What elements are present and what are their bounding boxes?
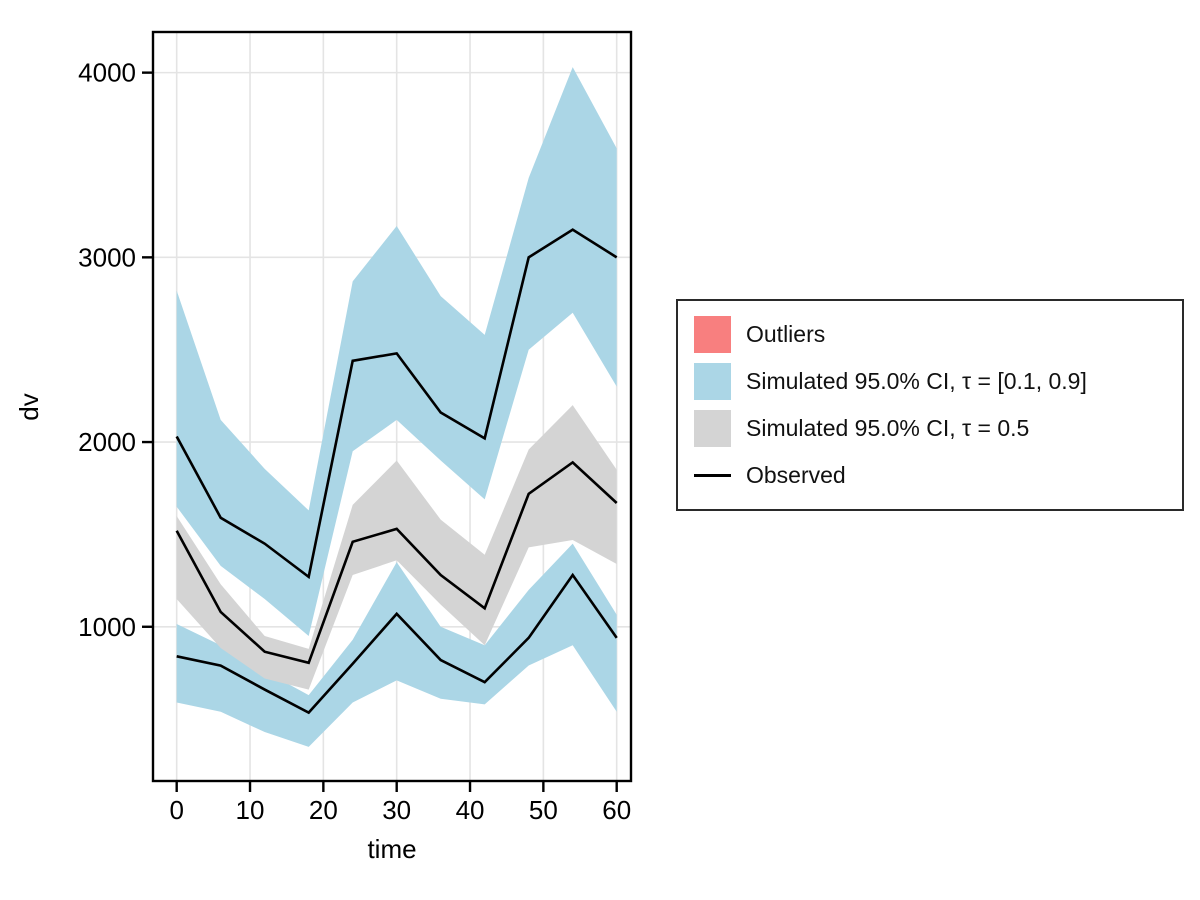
legend-item-observed: Observed <box>694 452 1166 499</box>
simulated-ci-blue-swatch <box>694 363 731 400</box>
svg-text:10: 10 <box>236 795 265 825</box>
y-axis-label: dv <box>14 393 44 420</box>
svg-text:3000: 3000 <box>78 242 136 272</box>
svg-text:20: 20 <box>309 795 338 825</box>
observed-lines <box>175 228 618 715</box>
axis-ticks: 0 10 20 30 40 50 60 1000 2000 3000 4000 <box>78 58 631 825</box>
legend-label-outliers: Outliers <box>746 321 826 347</box>
svg-text:40: 40 <box>456 795 485 825</box>
svg-text:50: 50 <box>529 795 558 825</box>
legend-label-observed: Observed <box>746 462 846 488</box>
simulated-ci-gray-swatch <box>694 410 731 447</box>
legend-item-outliers: Outliers <box>694 311 1166 358</box>
svg-text:1000: 1000 <box>78 612 136 642</box>
legend-item-simulated-ci-tau-01-09: Simulated 95.0% CI, τ = [0.1, 0.9] <box>694 358 1166 405</box>
svg-text:60: 60 <box>602 795 631 825</box>
x-axis-label: time <box>367 834 416 864</box>
svg-text:30: 30 <box>382 795 411 825</box>
outliers-swatch <box>694 316 731 353</box>
legend: Outliers Simulated 95.0% CI, τ = [0.1, 0… <box>676 299 1184 511</box>
legend-label-simulated-ci-tau-01-09: Simulated 95.0% CI, τ = [0.1, 0.9] <box>746 368 1087 394</box>
plot-frame <box>151 30 633 783</box>
svg-text:0: 0 <box>169 795 183 825</box>
svg-text:2000: 2000 <box>78 427 136 457</box>
ci-bands <box>176 67 617 747</box>
observed-line-swatch <box>694 474 731 477</box>
legend-item-simulated-ci-tau-05: Simulated 95.0% CI, τ = 0.5 <box>694 405 1166 452</box>
legend-label-simulated-ci-tau-05: Simulated 95.0% CI, τ = 0.5 <box>746 415 1030 441</box>
svg-text:4000: 4000 <box>78 58 136 88</box>
